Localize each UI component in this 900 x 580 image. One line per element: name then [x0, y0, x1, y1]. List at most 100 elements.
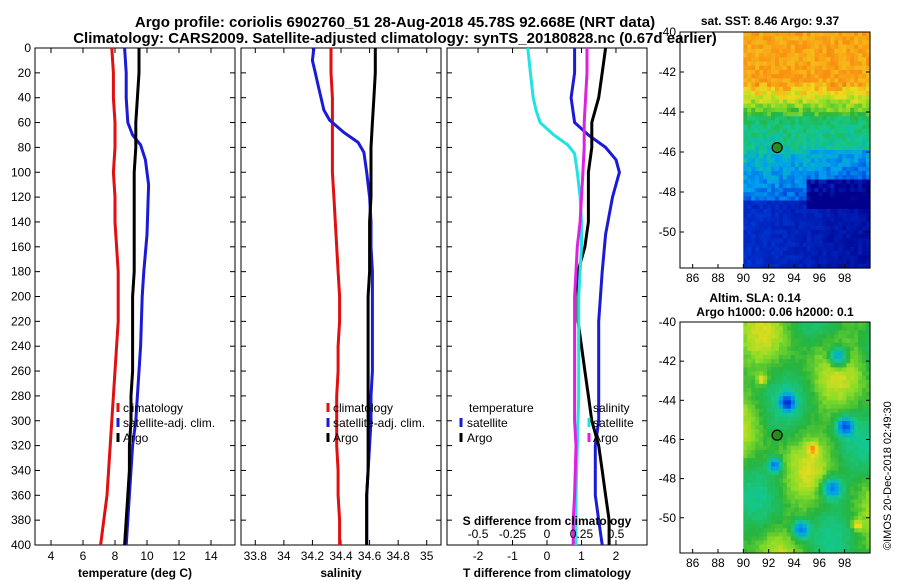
map-cell: [743, 196, 748, 202]
map-cell: [743, 154, 748, 160]
map-cell: [771, 225, 776, 231]
map-cell: [778, 491, 784, 496]
map-cell: [767, 116, 772, 122]
map-cell: [771, 82, 776, 88]
map-cell: [786, 375, 792, 381]
map-cell: [775, 40, 780, 46]
map-cell: [826, 65, 832, 71]
map-cell: [814, 515, 820, 521]
map-cell: [842, 204, 847, 210]
map-cell: [814, 334, 820, 340]
map-cell: [767, 359, 772, 364]
map-cell: [778, 482, 784, 488]
map-cell: [814, 326, 820, 331]
map-cell: [826, 263, 832, 269]
map-cell: [834, 342, 839, 348]
map-cell: [814, 259, 820, 265]
map-cell: [818, 150, 824, 155]
map-cell: [767, 246, 772, 252]
map-cell: [782, 221, 788, 227]
map-cell: [826, 112, 832, 117]
map-cell: [782, 520, 788, 525]
map-cell: [814, 95, 820, 101]
map-cell: [862, 124, 867, 130]
map-cell: [826, 371, 832, 377]
map-cell: [826, 326, 832, 331]
map-cell: [850, 540, 855, 546]
map-cell: [826, 404, 832, 410]
map-cell: [786, 53, 792, 58]
map-cell: [854, 408, 859, 414]
map-cell: [838, 499, 843, 505]
map-cell: [786, 454, 792, 459]
map-cell: [826, 429, 832, 434]
map-cell: [775, 166, 780, 172]
map-cell: [866, 221, 871, 227]
map-cell: [842, 379, 847, 385]
map-cell: [810, 495, 816, 500]
map-cell: [798, 209, 804, 214]
map-cell: [767, 433, 772, 439]
map-cell: [810, 116, 816, 122]
map-cell: [866, 499, 871, 505]
map-cell: [846, 150, 851, 155]
map-cell: [775, 69, 780, 75]
map-cell: [775, 175, 780, 181]
map-cell: [842, 91, 847, 96]
map-cell: [763, 213, 768, 219]
map-cell: [810, 503, 816, 509]
map-cell: [854, 78, 859, 84]
map-cell: [806, 124, 812, 130]
map-cell: [763, 166, 768, 172]
map-cell: [747, 196, 752, 202]
map-cell: [814, 32, 820, 37]
map-cell: [798, 520, 804, 525]
map-cell: [862, 120, 867, 126]
map-cell: [818, 238, 824, 244]
map-cell: [842, 524, 847, 529]
map-cell: [778, 396, 784, 401]
map-cell: [850, 251, 855, 256]
map-cell: [862, 322, 867, 327]
map-cell: [747, 162, 752, 168]
map-cell: [858, 238, 863, 244]
map-cell: [806, 470, 812, 476]
map-cell: [854, 86, 859, 92]
map-cell: [775, 404, 780, 410]
map-cell: [814, 528, 820, 533]
map-cell: [782, 495, 788, 500]
map-cell: [759, 53, 764, 58]
map-cell: [763, 179, 768, 185]
map-cell: [775, 388, 780, 393]
map-cell: [834, 246, 839, 252]
map-cell: [826, 128, 832, 134]
map-cell: [810, 44, 816, 50]
map-cell: [771, 536, 776, 542]
map-cell: [755, 532, 760, 538]
map-cell: [747, 375, 752, 381]
map-cell: [822, 355, 828, 360]
map-cell: [862, 175, 867, 181]
map-cell: [755, 400, 760, 406]
map-cell: [818, 375, 824, 381]
map-cell: [778, 346, 784, 352]
map-cell: [846, 524, 851, 529]
map-cell: [822, 454, 828, 459]
map-cell: [775, 421, 780, 426]
map-cell: [814, 158, 820, 164]
map-cell: [850, 175, 855, 181]
map-cell: [798, 454, 804, 459]
map-cell: [810, 200, 816, 206]
map-cell: [834, 82, 839, 88]
map-cell: [751, 209, 756, 214]
x-tick-label: 92: [762, 271, 776, 285]
map-cell: [759, 120, 764, 126]
map-cell: [782, 158, 788, 164]
map-cell: [790, 103, 796, 109]
map-cell: [842, 116, 847, 122]
map-cell: [822, 536, 828, 542]
map-cell: [854, 251, 859, 256]
map-cell: [830, 511, 835, 517]
map-cell: [858, 454, 863, 459]
map-cell: [786, 441, 792, 447]
